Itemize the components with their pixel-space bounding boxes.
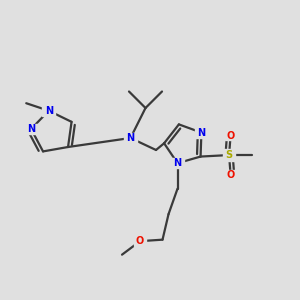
Bar [171, 158, 184, 168]
Bar [124, 133, 137, 143]
Text: O: O [226, 169, 235, 180]
Bar [225, 170, 236, 179]
Bar [42, 106, 56, 116]
Bar [134, 237, 146, 246]
Text: S: S [226, 150, 232, 160]
Bar [195, 127, 208, 138]
Bar [224, 149, 235, 161]
Text: N: N [27, 124, 35, 134]
Text: N: N [173, 158, 181, 168]
Text: N: N [197, 128, 206, 138]
Text: O: O [226, 130, 235, 141]
Text: O: O [136, 236, 144, 246]
Bar [225, 131, 236, 140]
Bar [24, 124, 38, 134]
Text: N: N [126, 133, 135, 143]
Text: N: N [45, 106, 53, 116]
